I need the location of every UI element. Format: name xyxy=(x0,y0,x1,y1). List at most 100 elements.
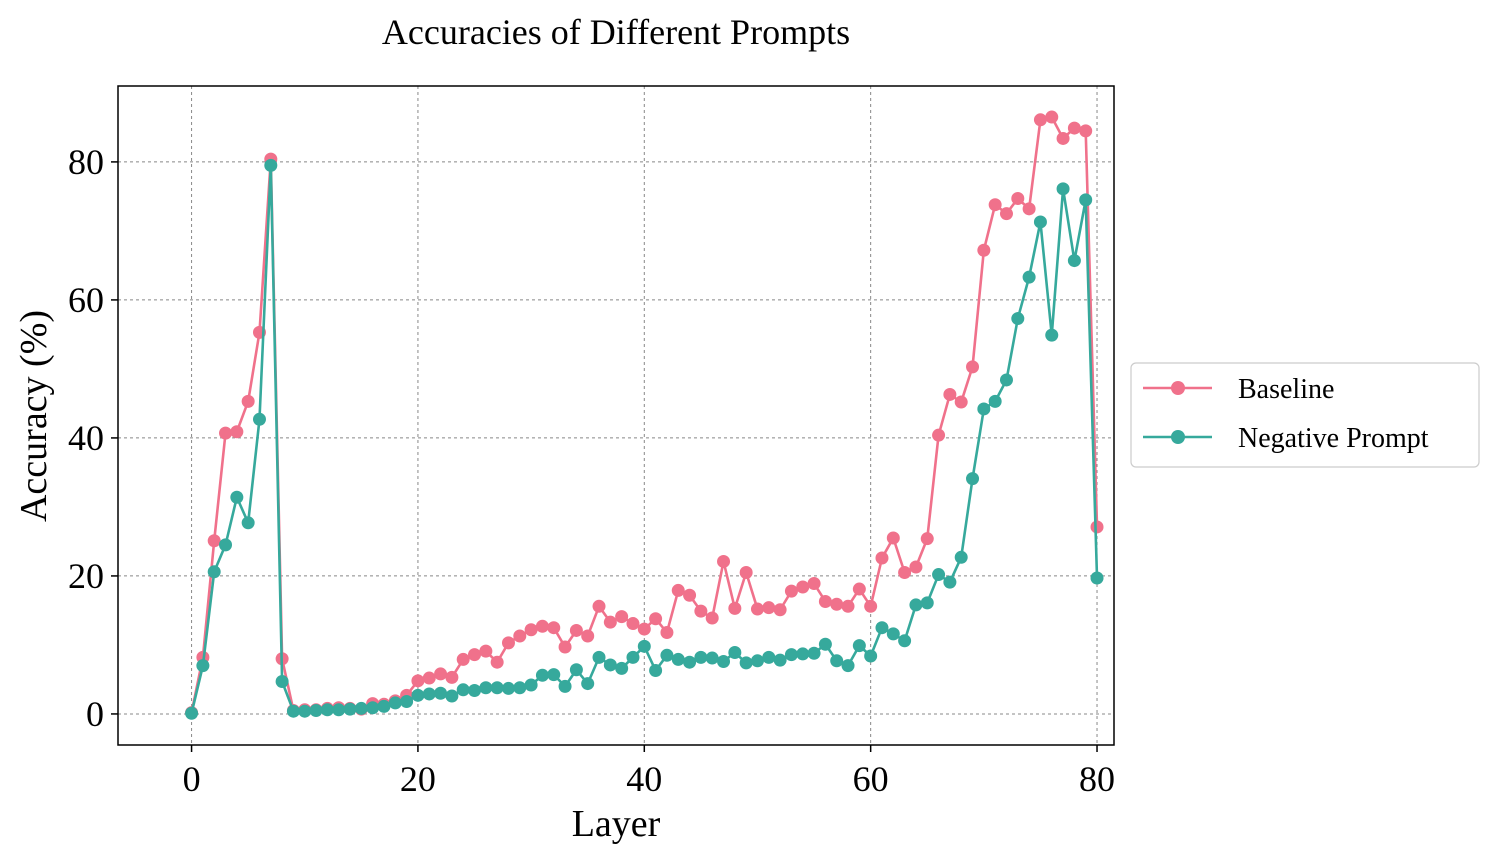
data-point-baseline xyxy=(422,671,436,685)
y-tick-label: 20 xyxy=(68,556,104,596)
data-point-negative-prompt xyxy=(773,653,787,667)
data-point-baseline xyxy=(886,531,900,545)
data-point-baseline xyxy=(230,425,244,439)
data-point-negative-prompt xyxy=(818,637,832,651)
data-point-negative-prompt xyxy=(456,683,470,697)
data-point-baseline xyxy=(852,582,866,596)
data-point-baseline xyxy=(501,636,515,650)
data-point-baseline xyxy=(683,588,697,602)
data-point-negative-prompt xyxy=(241,516,255,530)
data-point-baseline xyxy=(558,640,572,654)
data-point-baseline xyxy=(649,612,663,626)
plot-frame xyxy=(117,85,1115,746)
data-point-baseline xyxy=(898,565,912,579)
data-point-baseline xyxy=(456,652,470,666)
data-point-negative-prompt xyxy=(434,686,448,700)
data-point-baseline xyxy=(818,594,832,608)
data-point-baseline xyxy=(615,610,629,624)
data-point-negative-prompt xyxy=(830,654,844,668)
data-point-baseline xyxy=(626,617,640,631)
data-point-baseline xyxy=(841,599,855,613)
data-point-baseline xyxy=(717,554,731,568)
data-point-negative-prompt xyxy=(999,373,1013,387)
data-point-baseline xyxy=(784,584,798,598)
data-point-baseline xyxy=(1056,131,1070,145)
data-point-baseline xyxy=(468,648,482,662)
data-point-baseline xyxy=(728,601,742,615)
data-point-negative-prompt xyxy=(230,490,244,504)
data-point-negative-prompt xyxy=(988,394,1002,408)
data-point-negative-prompt xyxy=(784,648,798,662)
data-point-negative-prompt xyxy=(479,681,493,695)
y-tick-label: 0 xyxy=(86,694,104,734)
data-point-baseline xyxy=(547,621,561,635)
y-axis-label: Accuracy (%) xyxy=(13,310,55,522)
series-baseline xyxy=(185,110,1104,720)
data-point-baseline xyxy=(807,577,821,591)
data-point-negative-prompt xyxy=(739,656,753,670)
data-point-baseline xyxy=(671,583,685,597)
chart-title: Accuracies of Different Prompts xyxy=(382,12,850,52)
data-point-negative-prompt xyxy=(852,639,866,653)
data-point-negative-prompt xyxy=(309,704,323,717)
data-point-negative-prompt xyxy=(977,402,991,416)
data-point-baseline xyxy=(524,623,538,637)
data-point-negative-prompt xyxy=(683,655,697,669)
data-point-negative-prompt xyxy=(864,649,878,663)
data-point-negative-prompt xyxy=(954,550,968,564)
data-point-baseline xyxy=(796,580,810,594)
series-layer xyxy=(185,110,1104,720)
data-point-negative-prompt xyxy=(569,663,583,677)
data-point-negative-prompt xyxy=(445,689,459,703)
data-point-baseline xyxy=(479,644,493,658)
x-tick-label: 40 xyxy=(626,759,662,799)
data-point-negative-prompt xyxy=(920,596,934,610)
data-point-baseline xyxy=(1033,113,1047,127)
data-point-baseline xyxy=(830,597,844,611)
data-point-negative-prompt xyxy=(1022,270,1036,284)
data-point-negative-prompt xyxy=(841,659,855,673)
data-point-baseline xyxy=(513,629,527,643)
data-point-negative-prompt xyxy=(637,639,651,653)
data-point-negative-prompt xyxy=(909,598,923,612)
y-tick-label: 40 xyxy=(68,418,104,458)
series-negative-prompt xyxy=(185,158,1104,720)
data-point-negative-prompt xyxy=(219,538,233,552)
data-point-baseline xyxy=(705,611,719,625)
data-point-baseline xyxy=(988,198,1002,212)
data-point-negative-prompt xyxy=(1056,182,1070,196)
data-point-baseline xyxy=(954,395,968,409)
data-point-baseline xyxy=(637,622,651,636)
data-point-negative-prompt xyxy=(660,648,674,662)
data-point-negative-prompt xyxy=(252,412,266,426)
data-point-negative-prompt xyxy=(581,677,595,691)
data-point-negative-prompt xyxy=(490,681,504,695)
data-point-negative-prompt xyxy=(1033,215,1047,229)
data-point-negative-prompt xyxy=(354,701,368,715)
data-point-negative-prompt xyxy=(1045,328,1059,342)
legend-marker-baseline xyxy=(1171,381,1185,395)
data-point-baseline xyxy=(1022,202,1036,216)
data-point-negative-prompt xyxy=(400,695,414,709)
data-point-baseline xyxy=(920,532,934,546)
data-point-baseline xyxy=(1067,121,1081,135)
data-point-negative-prompt xyxy=(422,687,436,701)
data-point-negative-prompt xyxy=(275,675,289,689)
x-axis-label: Layer xyxy=(572,803,661,845)
data-point-negative-prompt xyxy=(343,702,357,716)
data-point-negative-prompt xyxy=(377,699,391,713)
data-point-baseline xyxy=(864,599,878,613)
data-point-negative-prompt xyxy=(185,706,199,720)
data-point-baseline xyxy=(592,599,606,613)
data-point-negative-prompt xyxy=(762,650,776,664)
data-point-baseline xyxy=(739,565,753,579)
x-tick-label: 60 xyxy=(853,759,889,799)
data-point-negative-prompt xyxy=(264,158,278,172)
data-point-negative-prompt xyxy=(286,704,300,718)
data-point-negative-prompt xyxy=(592,650,606,664)
data-point-baseline xyxy=(241,394,255,408)
axis-ticks: 0 20 40 60 80 0 20 40 60 80 xyxy=(68,142,1115,799)
data-point-negative-prompt xyxy=(898,634,912,648)
data-point-negative-prompt xyxy=(332,703,346,717)
